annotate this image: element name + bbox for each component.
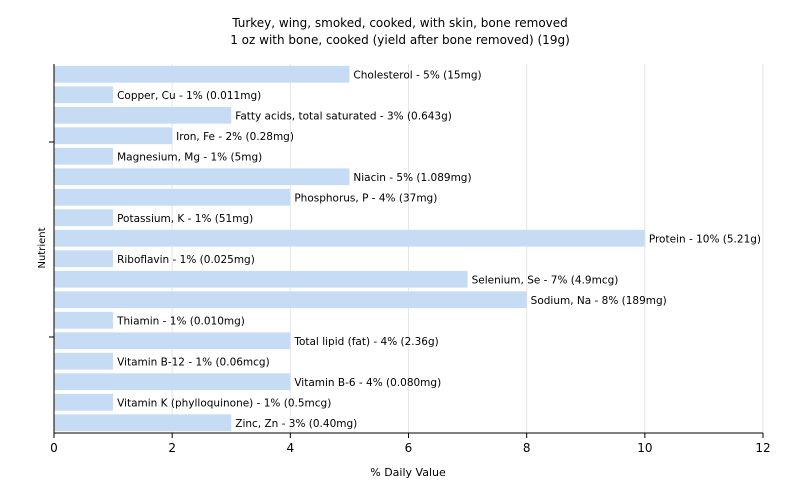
bar-label: Vitamin K (phylloquinone) - 1% (0.5mcg)	[117, 397, 331, 409]
bar-label: Niacin - 5% (1.089mg)	[353, 172, 471, 184]
bar-label: Selenium, Se - 7% (4.9mcg)	[472, 274, 619, 286]
bar-label: Riboflavin - 1% (0.025mg)	[117, 254, 255, 266]
bar	[54, 393, 114, 411]
bar-label: Fatty acids, total saturated - 3% (0.643…	[235, 110, 452, 122]
bar	[54, 291, 527, 309]
bar-label: Thiamin - 1% (0.010mg)	[116, 315, 245, 327]
bar-label: Sodium, Na - 8% (189mg)	[531, 295, 667, 307]
bar	[54, 229, 645, 247]
bar-label: Magnesium, Mg - 1% (5mg)	[117, 151, 262, 163]
bar	[54, 352, 114, 370]
bar-label: Iron, Fe - 2% (0.28mg)	[176, 131, 294, 143]
bar	[54, 127, 173, 145]
bar-labels: Cholesterol - 5% (15mg) Copper, Cu - 1% (…	[116, 69, 761, 430]
bar	[54, 65, 350, 83]
bar	[54, 86, 114, 104]
x-tick-label: 4	[287, 441, 295, 455]
bar	[54, 414, 232, 432]
bar	[54, 373, 291, 391]
bar	[54, 106, 232, 124]
axes: 0 2 4 6 8 10 12	[49, 64, 771, 455]
x-tick-label: 10	[637, 441, 652, 455]
bar	[54, 147, 114, 165]
bar-label: Copper, Cu - 1% (0.011mg)	[117, 90, 261, 102]
bar-label: Protein - 10% (5.21g)	[649, 233, 761, 245]
bar	[54, 270, 468, 288]
chart-subtitle: 1 oz with bone, cooked (yield after bone…	[230, 33, 570, 47]
bar-label: Zinc, Zn - 3% (0.40mg)	[235, 418, 357, 430]
bar-label: Total lipid (fat) - 4% (2.36g)	[293, 336, 438, 348]
bar	[54, 311, 114, 329]
x-tick-label: 6	[405, 441, 413, 455]
bar-label: Vitamin B-12 - 1% (0.06mcg)	[117, 356, 270, 368]
x-tick-label: 2	[168, 441, 176, 455]
bar-label: Potassium, K - 1% (51mg)	[117, 213, 253, 225]
bar-label: Phosphorus, P - 4% (37mg)	[294, 192, 437, 204]
x-tick-label: 12	[755, 441, 770, 455]
chart-title: Turkey, wing, smoked, cooked, with skin,…	[232, 16, 568, 30]
bars	[54, 65, 645, 432]
bar	[54, 209, 114, 227]
y-axis-label: Nutrient	[37, 227, 48, 268]
bar	[54, 188, 291, 206]
bar	[54, 250, 114, 268]
grid-lines	[171, 64, 764, 433]
x-tick-label: 8	[523, 441, 531, 455]
bar	[54, 332, 291, 350]
bar	[54, 168, 350, 186]
x-tick-label: 0	[50, 441, 58, 455]
bar-label: Cholesterol - 5% (15mg)	[353, 69, 481, 81]
bar-label: Vitamin B-6 - 4% (0.080mg)	[294, 377, 441, 389]
x-axis-label: % Daily Value	[370, 466, 446, 479]
